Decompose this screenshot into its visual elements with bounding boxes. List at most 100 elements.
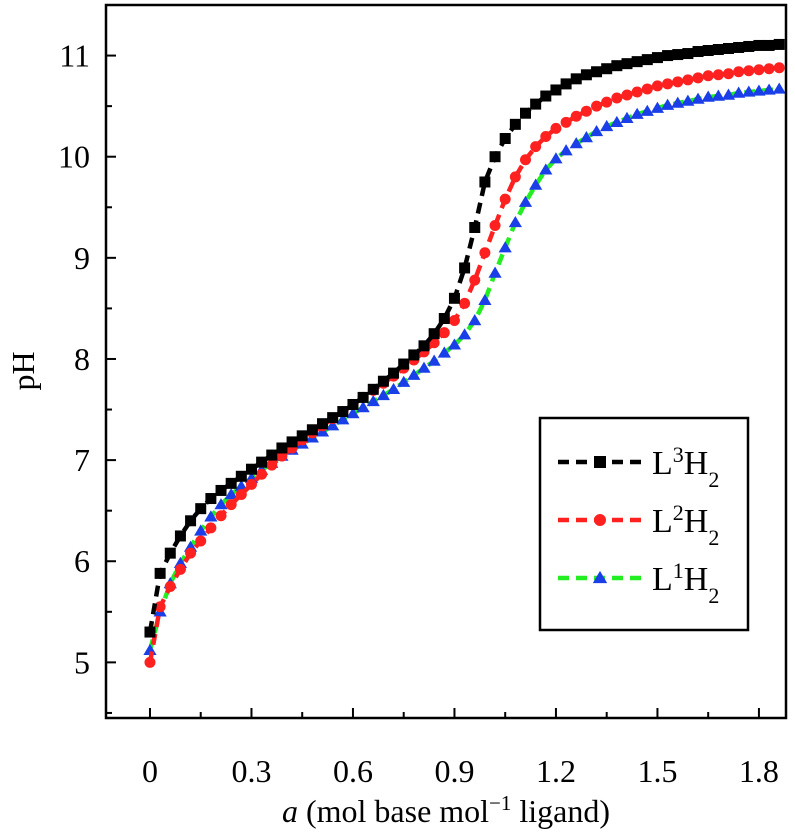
data-point-L3H2 — [317, 418, 329, 430]
y-tick-label: 11 — [59, 38, 90, 74]
data-point-L2H2 — [174, 563, 186, 575]
series-L1H2 — [143, 82, 786, 655]
legend-label-part: 2 — [673, 500, 684, 525]
data-point-L3H2 — [743, 40, 755, 52]
data-point-L3H2 — [469, 221, 481, 233]
data-point-L3H2 — [225, 477, 237, 489]
data-point-L1H2 — [691, 92, 705, 104]
data-point-L1H2 — [376, 388, 391, 401]
data-point-L2H2 — [479, 247, 491, 259]
data-point-L1H2 — [772, 82, 786, 94]
data-point-L2H2 — [682, 74, 694, 86]
legend-label-part: H — [684, 503, 709, 540]
data-point-L3H2 — [215, 484, 227, 496]
data-point-L3H2 — [185, 515, 197, 527]
data-point-L3H2 — [286, 436, 298, 448]
data-point-L3H2 — [540, 90, 552, 102]
data-point-L1H2 — [326, 419, 340, 431]
data-point-L2H2 — [144, 656, 156, 668]
data-point-L3H2 — [509, 118, 521, 130]
data-point-L1H2 — [397, 375, 411, 387]
data-point-L3H2 — [733, 41, 745, 53]
series-L3H2 — [144, 38, 785, 638]
data-point-L1H2 — [610, 115, 624, 128]
data-point-L1H2 — [508, 215, 522, 228]
data-point-L3H2 — [357, 391, 369, 403]
x-tick-label: 1.2 — [536, 753, 576, 789]
data-point-L1H2 — [549, 152, 563, 164]
data-point-L1H2 — [742, 85, 756, 97]
legend: L3H2 L2H2 L1H2 — [538, 416, 750, 632]
data-point-L2H2 — [641, 83, 653, 95]
data-point-L1H2 — [214, 498, 228, 510]
data-point-L3H2 — [692, 46, 704, 58]
x-tick-label: 0.3 — [231, 753, 271, 789]
x-tick-label: 1.8 — [739, 753, 779, 789]
data-point-L3H2 — [550, 84, 562, 96]
x-tick-label: 0.9 — [434, 753, 474, 789]
data-point-L3H2 — [256, 456, 268, 468]
data-point-L1H2 — [701, 90, 715, 102]
data-point-L1H2 — [447, 338, 462, 350]
data-point-L2H2 — [256, 468, 268, 480]
x-tick-label: 1.5 — [637, 753, 677, 789]
data-point-L2H2 — [712, 69, 724, 81]
data-point-L3H2 — [682, 48, 694, 60]
legend-item-L2H2: L2H2 — [558, 500, 719, 550]
data-point-L3H2 — [763, 39, 775, 51]
legend-label-part: 1 — [673, 558, 684, 583]
legend-item-L3H2: L3H2 — [558, 442, 719, 492]
data-point-L3H2 — [296, 430, 308, 442]
y-axis-title: pH — [5, 351, 41, 390]
data-point-L2H2 — [773, 62, 785, 74]
legend-label-part: H — [684, 561, 709, 598]
data-point-L1H2 — [407, 368, 421, 380]
data-point-L1H2 — [539, 163, 553, 175]
data-point-L1H2 — [204, 510, 218, 522]
data-point-L1H2 — [671, 96, 685, 108]
data-point-L1H2 — [589, 124, 604, 137]
data-point-L2H2 — [692, 72, 704, 84]
data-point-L2H2 — [225, 499, 237, 511]
data-point-L1H2 — [569, 137, 583, 149]
data-point-L3H2 — [662, 50, 674, 62]
data-point-L2H2 — [651, 80, 663, 92]
legend-marker-L3H2 — [594, 456, 606, 468]
data-point-L2H2 — [438, 327, 450, 339]
data-point-L1H2 — [498, 241, 512, 253]
data-point-L1H2 — [417, 361, 431, 373]
data-point-L3H2 — [235, 470, 247, 482]
data-point-L3H2 — [266, 449, 278, 461]
data-point-L2H2 — [195, 535, 207, 547]
data-point-L2H2 — [499, 193, 511, 205]
data-point-L3H2 — [205, 493, 217, 505]
data-point-L3H2 — [276, 442, 288, 454]
x-tick-label: 0.6 — [333, 753, 373, 789]
legend-label-part: 3 — [673, 442, 684, 467]
data-point-L3H2 — [418, 340, 430, 352]
data-point-L3H2 — [560, 78, 572, 90]
data-point-L1H2 — [660, 98, 675, 110]
legend-item-L1H2: L1H2 — [558, 558, 719, 608]
y-tick-label: 10 — [58, 139, 90, 175]
data-point-L3H2 — [601, 63, 613, 75]
data-point-L3H2 — [499, 132, 511, 144]
y-tick-label: 5 — [74, 644, 90, 680]
data-point-L2H2 — [621, 89, 633, 101]
plot-frame — [104, 3, 788, 720]
data-point-L3H2 — [631, 56, 643, 68]
data-point-L2H2 — [459, 297, 471, 309]
y-tick-label: 7 — [74, 442, 90, 478]
data-point-L1H2 — [721, 88, 736, 100]
data-point-L1H2 — [620, 111, 634, 123]
ticks-layer: 0 0.3 0.6 0.9 1.2 1.5 1.8 5 6 7 8 9 10 11 — [58, 4, 779, 789]
data-point-L3H2 — [337, 406, 349, 418]
data-point-L2H2 — [611, 92, 623, 104]
data-point-L1H2 — [468, 314, 482, 326]
data-point-L2H2 — [601, 96, 613, 108]
data-point-L1H2 — [346, 407, 360, 419]
data-point-L2H2 — [215, 510, 227, 522]
data-point-L1H2 — [336, 413, 350, 425]
data-point-L2H2 — [235, 488, 247, 500]
data-point-L2H2 — [672, 76, 684, 88]
